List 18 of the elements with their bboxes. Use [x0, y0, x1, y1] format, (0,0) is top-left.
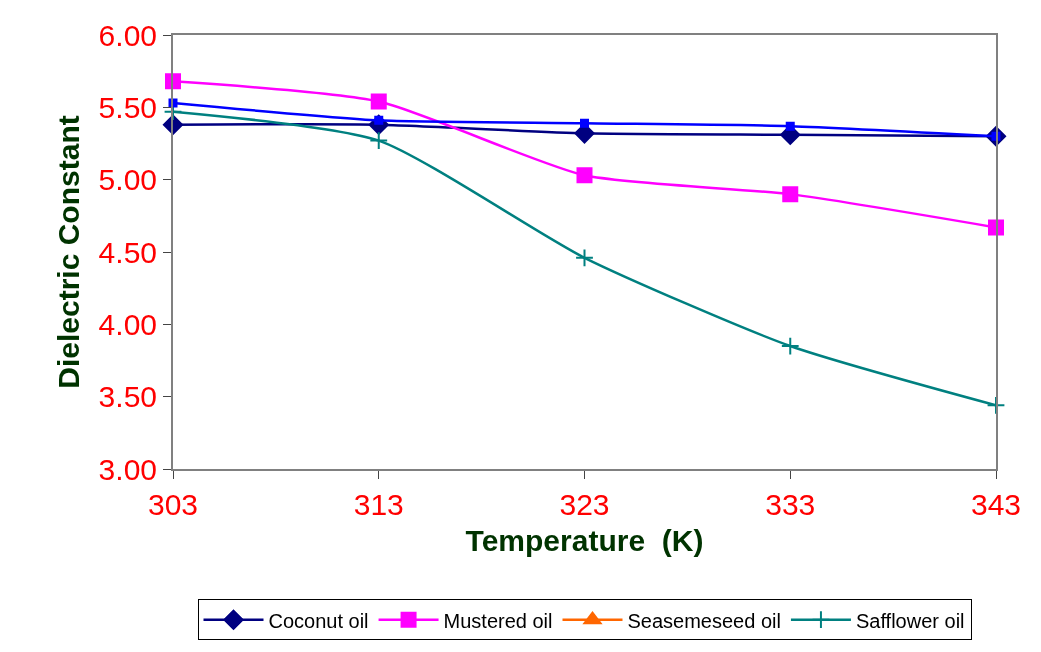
y-tick-label: 3.00	[98, 452, 157, 486]
x-tick-label: 323	[559, 488, 610, 521]
y-tick-label: 3.50	[98, 380, 157, 414]
y-tick-label: 4.50	[98, 235, 157, 269]
x-tick-label: 333	[765, 488, 816, 521]
y-tick-label: 5.00	[98, 163, 157, 197]
x-tick-label: 343	[970, 488, 1022, 521]
x-tick-label: 313	[353, 488, 404, 521]
y-axis-title: Dielectric Constant	[52, 115, 86, 389]
legend-label: Coconut oil	[268, 609, 369, 632]
legend-label: Seasemeseed oil	[627, 609, 781, 632]
y-tick-label: 5.50	[98, 90, 157, 124]
x-axis-title: Temperature (K)	[465, 524, 704, 557]
y-tick-label: 4.00	[98, 307, 157, 341]
x-tick-label: 303	[147, 488, 199, 521]
legend-label: Safflower oil	[855, 609, 965, 632]
legend-label: Mustered oil	[443, 609, 553, 632]
y-tick-label: 6.00	[98, 18, 157, 52]
